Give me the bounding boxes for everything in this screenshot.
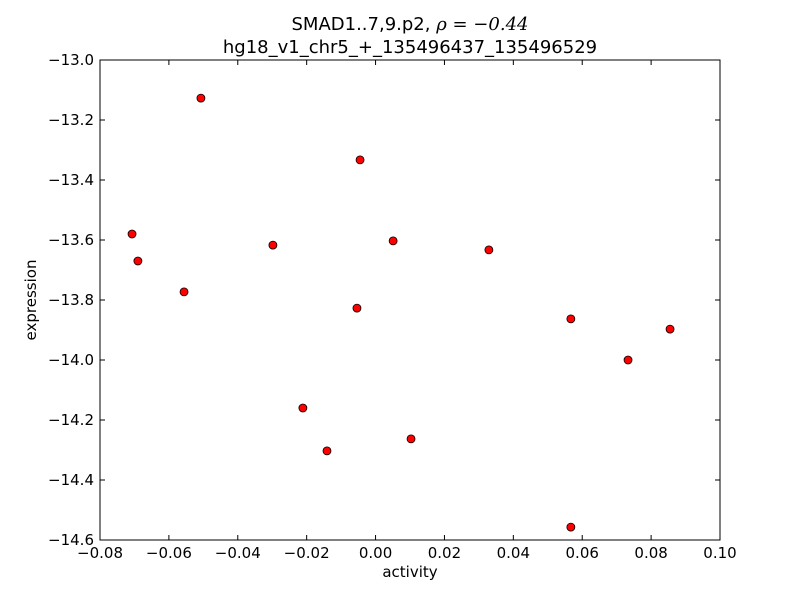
data-point: [355, 155, 365, 165]
data-point: [406, 434, 416, 444]
data-point: [298, 403, 308, 413]
x-tick-label: 0.06: [566, 544, 599, 562]
x-tick-label: −0.06: [146, 544, 192, 562]
x-tick-label: 0.04: [497, 544, 530, 562]
data-point: [179, 287, 189, 297]
data-point: [352, 303, 362, 313]
data-point: [268, 240, 278, 250]
x-axis-label: activity: [382, 563, 437, 581]
y-tick-label: −14.4: [48, 471, 94, 489]
data-point: [388, 236, 398, 246]
x-tick-label: 0.10: [703, 544, 736, 562]
x-tick-label: −0.04: [215, 544, 261, 562]
x-tick-label: 0.08: [634, 544, 667, 562]
y-tick-label: −14.2: [48, 411, 94, 429]
data-point: [566, 522, 576, 532]
data-point: [322, 446, 332, 456]
data-point: [133, 256, 143, 266]
data-point: [623, 355, 633, 365]
y-tick-label: −13.0: [48, 51, 94, 69]
y-tick-label: −13.4: [48, 171, 94, 189]
x-tick-label: −0.08: [77, 544, 123, 562]
y-tick-label: −13.6: [48, 231, 94, 249]
y-tick-label: −13.2: [48, 111, 94, 129]
data-point: [127, 229, 137, 239]
chart-title: SMAD1..7,9.p2, ρ = −0.44: [292, 14, 529, 35]
data-point: [566, 314, 576, 324]
y-tick-label: −14.6: [48, 531, 94, 549]
x-tick-label: −0.02: [284, 544, 330, 562]
chart-subtitle: hg18_v1_chr5_+_135496437_135496529: [223, 37, 597, 58]
y-axis-label: expression: [22, 260, 40, 341]
y-tick-label: −14.0: [48, 351, 94, 369]
data-point: [196, 93, 206, 103]
data-point: [484, 245, 494, 255]
x-tick-label: 0.02: [428, 544, 461, 562]
plot-frame: [99, 59, 721, 541]
x-tick-label: 0.00: [359, 544, 392, 562]
data-point: [665, 324, 675, 334]
y-tick-label: −13.8: [48, 291, 94, 309]
